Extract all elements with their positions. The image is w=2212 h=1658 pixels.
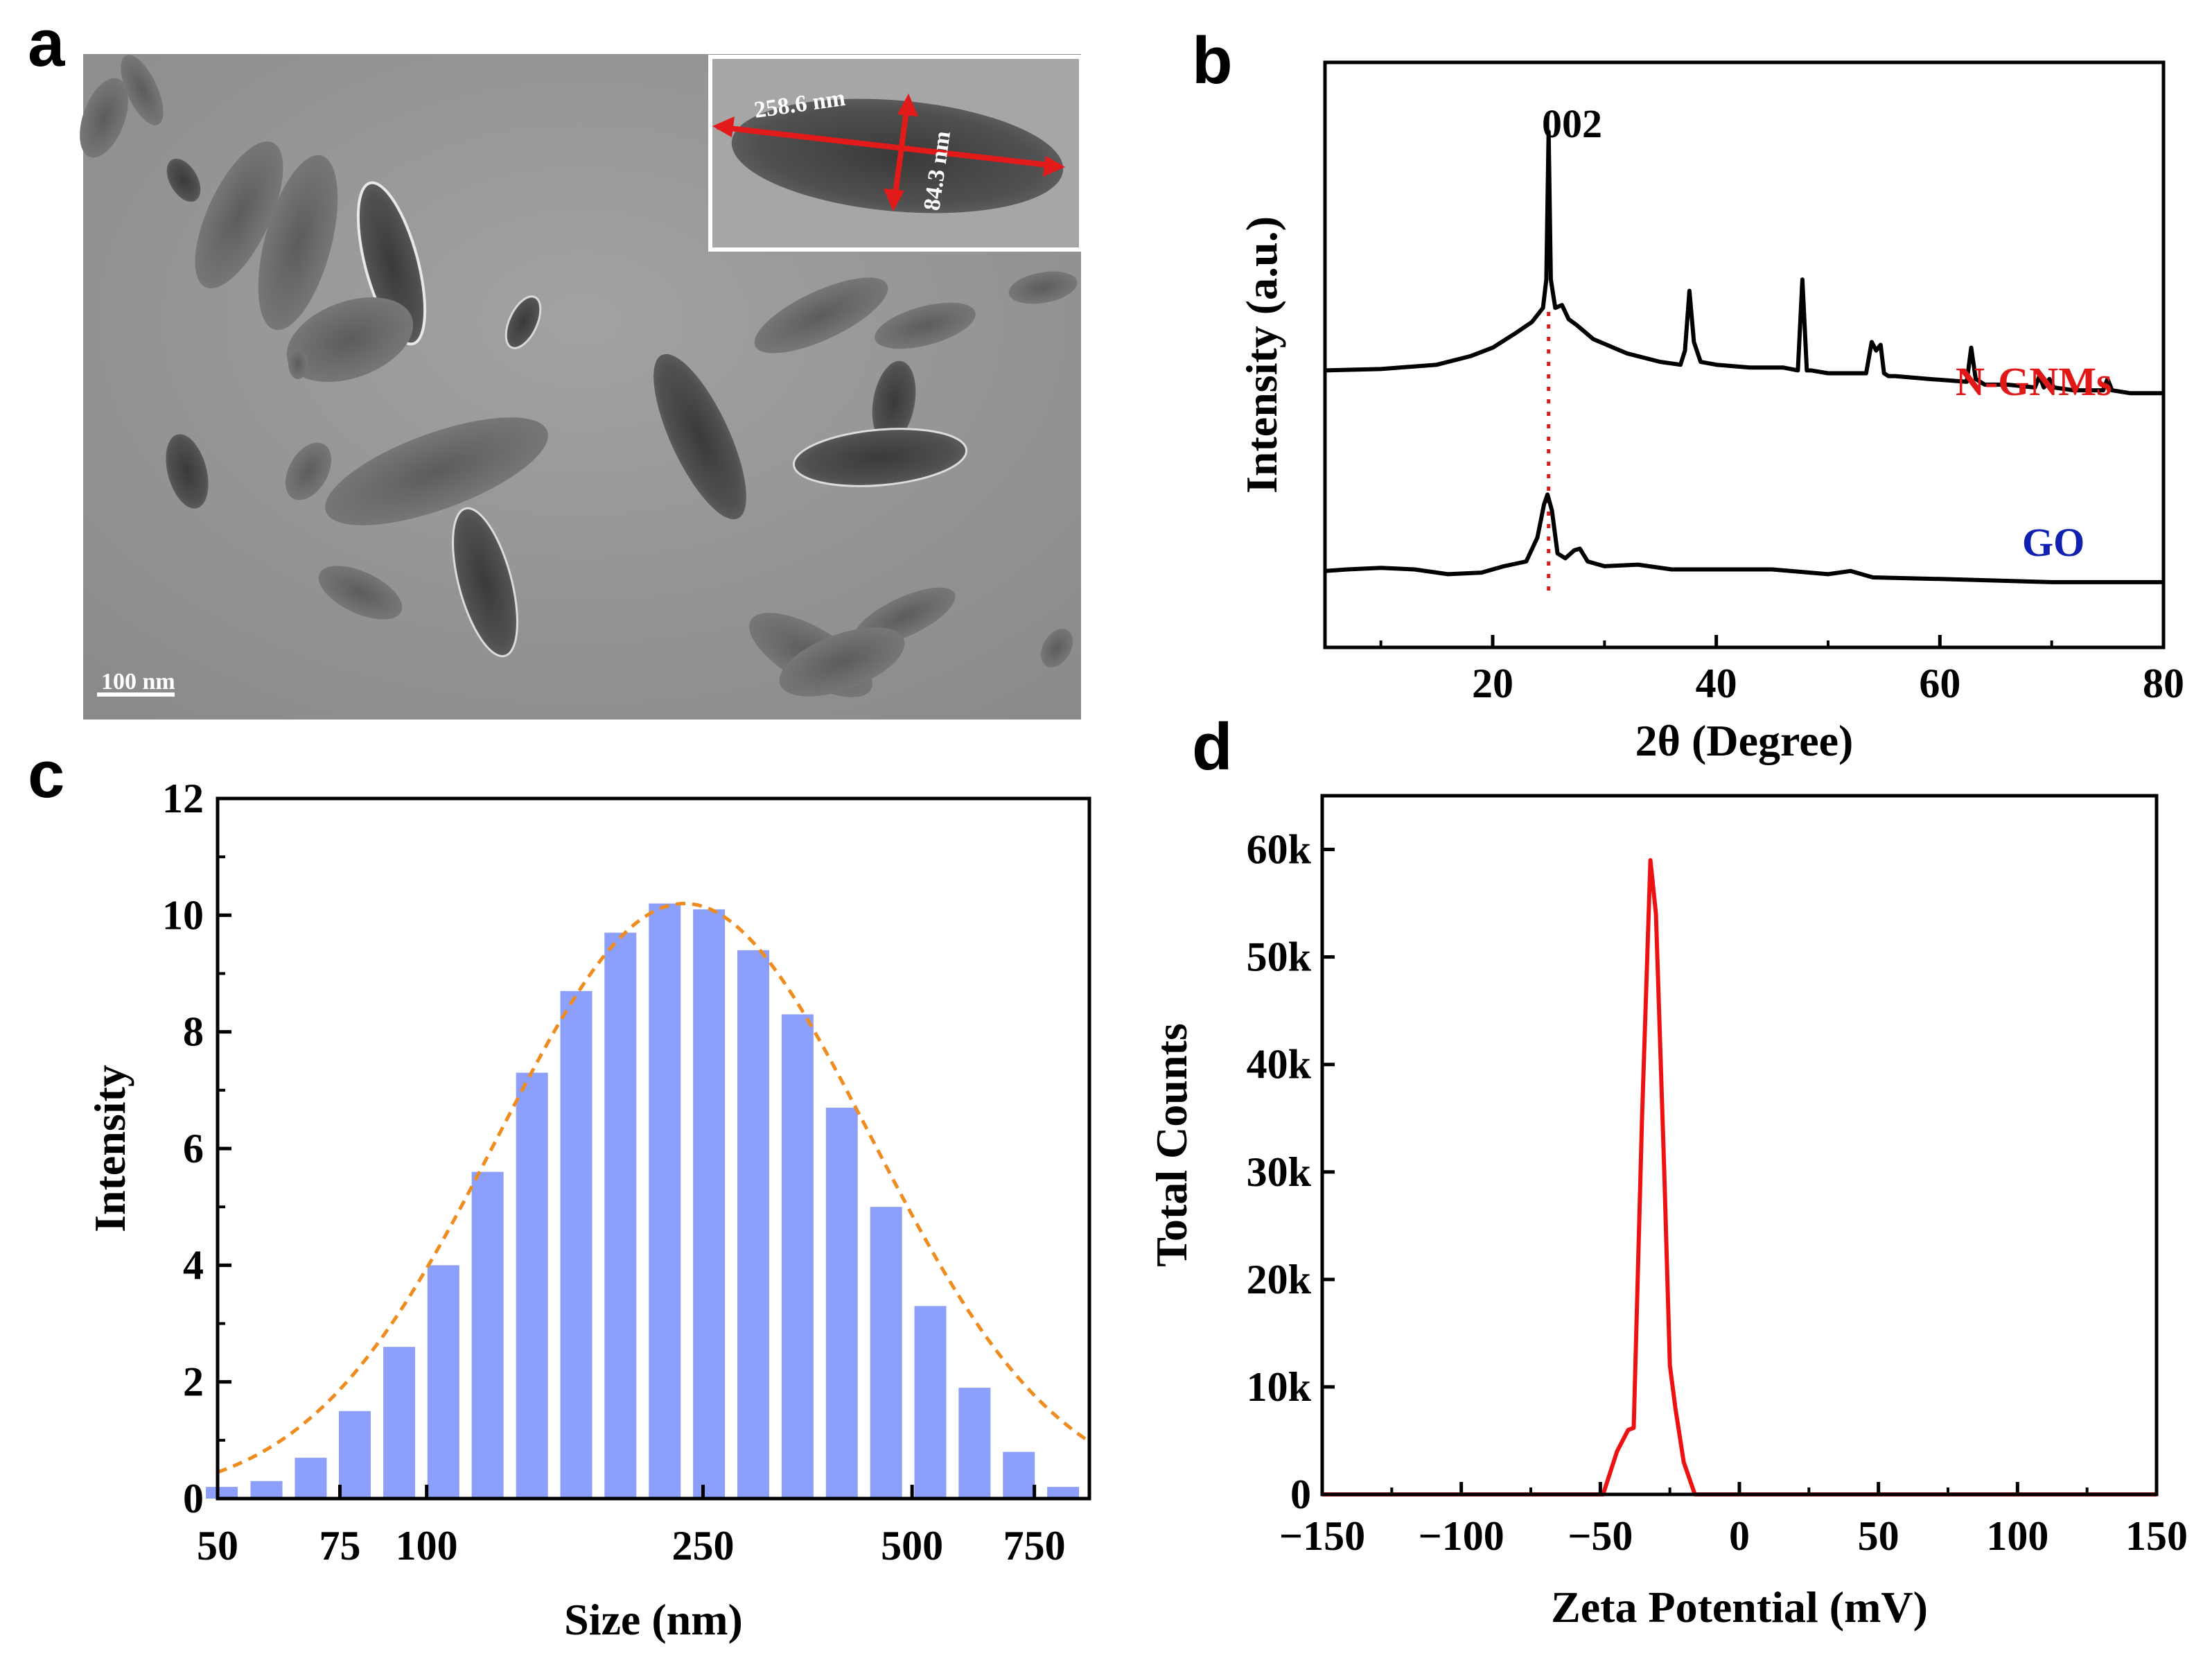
tem-inset: 258.6 nm 84.3 nm [708,55,1083,252]
xrd-series-go [1324,492,2163,584]
zeta-x-axis: −150 −100 −50 0 50 100 150 [1279,1482,2188,1559]
xrd-x-tick-label: 80 [2143,661,2184,706]
scale-bar-label: 100 nm [101,669,175,695]
size-bar [516,1072,548,1499]
legend-ngnms: N-GNMs [1956,359,2112,404]
size-bar [825,1108,858,1499]
size-bar [781,1014,814,1499]
xrd-series-ngnms [1324,130,2163,396]
size-bar [295,1458,327,1499]
size-bar [383,1347,416,1499]
size-x-tick-label: 50 [197,1523,238,1569]
size-bar [1047,1487,1080,1499]
size-x-tick-label: 100 [396,1523,458,1569]
size-bar [649,903,681,1499]
size-x-tick-label: 750 [1003,1523,1066,1569]
size-y-tick-label: 0 [183,1476,204,1521]
zeta-x-label: Zeta Potential (mV) [1551,1582,1928,1632]
panel-label-c: c [28,738,64,812]
width-arrowhead-top [897,94,918,116]
length-arrowhead-right [1043,156,1065,177]
size-bar [471,1171,504,1499]
size-x-tick-label: 250 [672,1523,734,1569]
size-distribution-chart: 0 2 4 6 8 10 12 50 75 100 250 500 750 Size (nm) Int… [85,776,1091,1644]
size-bar [693,909,726,1499]
size-y-tick-label: 12 [162,776,204,821]
zeta-y-tick-label: 20k [1247,1257,1312,1302]
zeta-x-tick-label: 150 [2125,1513,2188,1559]
size-bar [338,1411,371,1499]
zeta-y-tick-label: 0 [1290,1472,1311,1517]
size-bar [604,932,637,1499]
size-x-tick-label: 75 [319,1523,360,1569]
length-arrowhead-left [712,116,735,137]
length-arrow [717,124,1061,169]
size-y-axis: 0 2 4 6 8 10 12 [162,776,231,1521]
width-arrowhead-bottom [884,189,904,211]
zeta-y-tick-label: 50k [1247,934,1312,980]
panel-label-a: a [28,6,65,80]
xrd-x-tick-label: 60 [1919,661,1960,706]
size-bars [206,903,1080,1499]
size-y-tick-label: 6 [183,1126,204,1171]
xrd-x-tick-label: 40 [1696,661,1737,706]
size-y-tick-label: 8 [183,1009,204,1055]
size-x-tick-label: 500 [881,1523,943,1569]
zeta-y-tick-label: 10k [1247,1364,1312,1410]
zeta-x-tick-label: 50 [1858,1513,1899,1559]
legend-go: GO [2022,520,2084,565]
size-bar [737,950,769,1499]
size-y-tick-label: 4 [183,1242,204,1288]
zeta-y-tick-label: 30k [1247,1149,1312,1195]
size-bar [560,991,592,1499]
xrd-chart: 20 40 60 80 002 N-GNMs GO 2θ (Degree) Inten… [1237,60,2184,765]
zeta-y-tick-label: 60k [1247,827,1312,873]
tem-image: 100 nm 258.6 nm 84.3 nm [80,54,1083,719]
xrd-plot-frame [1323,60,2166,649]
size-x-label: Size (nm) [564,1595,743,1644]
peak-label-002: 002 [1542,101,1602,146]
size-bar [958,1388,991,1499]
zeta-x-tick-label: −100 [1419,1513,1504,1559]
xrd-x-label: 2θ (Degree) [1635,716,1854,765]
size-bar [427,1265,459,1499]
zeta-x-tick-label: −150 [1279,1513,1365,1559]
size-y-tick-label: 10 [162,892,204,938]
size-y-tick-label: 2 [183,1359,204,1405]
size-y-label: Intensity [85,1065,134,1232]
zeta-y-label: Total Counts [1147,1023,1196,1267]
size-bar [206,1487,238,1499]
width-arrow [891,100,911,205]
zeta-chart: 0 10k 20k 30k 40k 50k 60k −150 −100 −50 0 50 100 150… [1147,794,2188,1632]
panel-label-b: b [1192,24,1233,98]
size-bar [870,1207,902,1499]
size-bar [1003,1451,1035,1499]
panel-label-d: d [1192,710,1233,784]
size-bar [914,1306,947,1499]
zeta-x-tick-label: 0 [1729,1513,1750,1559]
zeta-x-tick-label: −50 [1568,1513,1633,1559]
xrd-x-tick-label: 20 [1472,661,1513,706]
size-x-axis: 50 75 100 250 500 750 [197,1485,1066,1569]
zeta-series [1322,858,2157,1496]
tem-flakes [80,55,1078,697]
zeta-x-tick-label: 100 [1986,1513,2048,1559]
size-bar [250,1481,283,1499]
zeta-plot-frame [1320,794,2159,1496]
xrd-y-label: Intensity (a.u.) [1237,216,1286,494]
xrd-x-axis: 20 40 60 80 [1379,635,2184,706]
zeta-y-axis: 0 10k 20k 30k 40k 50k 60k [1247,827,1335,1517]
gaussian-fit-curve [217,901,1091,1474]
zeta-y-tick-label: 40k [1247,1042,1312,1088]
